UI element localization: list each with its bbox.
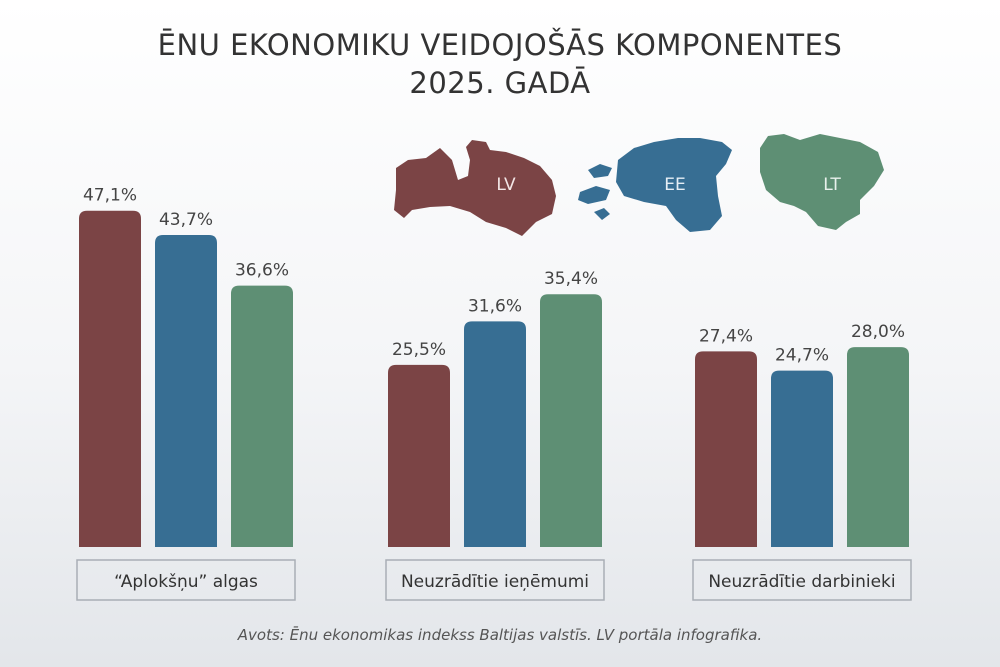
value-label-lt-2: 28,0%: [851, 322, 905, 342]
category-label-1: Neuzrādītie ieņēmumi: [401, 572, 589, 592]
map-lv: [394, 140, 556, 236]
bar-ee-0: [155, 234, 217, 547]
value-label-lv-2: 27,4%: [699, 326, 753, 346]
value-label-lt-1: 35,4%: [544, 269, 598, 289]
country-map-legend: LV EE LT: [394, 134, 884, 236]
legend-label-ee: EE: [664, 175, 685, 195]
bar-lv-0: [79, 210, 141, 547]
value-label-lv-0: 47,1%: [83, 186, 137, 206]
category-box-0: [76, 559, 296, 601]
value-label-ee-1: 31,6%: [468, 296, 522, 316]
bar-lt-2: [847, 347, 909, 547]
title-line-1: ĒNU EKONOMIKU VEIDOJOŠĀS KOMPONENTES: [157, 28, 843, 62]
legend-label-lv: LV: [496, 175, 516, 195]
value-label-ee-0: 43,7%: [159, 210, 213, 230]
chart-title: ĒNU EKONOMIKU VEIDOJOŠĀS KOMPONENTES 202…: [0, 26, 1000, 102]
bar-lv-2: [695, 351, 757, 547]
bar-lt-1: [540, 294, 602, 547]
value-label-lt-0: 36,6%: [235, 261, 289, 281]
value-label-ee-2: 24,7%: [775, 346, 829, 366]
legend-label-lt: LT: [823, 175, 841, 195]
bar-lv-1: [388, 364, 450, 547]
bar-ee-2: [771, 370, 833, 547]
source-note: Avots: Ēnu ekonomikas indekss Baltijas v…: [237, 626, 763, 644]
category-box-1: [385, 559, 605, 601]
bar-lt-0: [231, 285, 293, 547]
category-label-2: Neuzrādītie darbinieki: [708, 572, 895, 592]
map-lt: [760, 134, 884, 230]
category-label-0: “Aplokšņu” algas: [114, 572, 258, 592]
category-box-2: [692, 559, 912, 601]
map-ee: [578, 138, 732, 232]
bar-ee-1: [464, 321, 526, 547]
title-line-2: 2025. GADĀ: [409, 66, 591, 100]
value-label-lv-1: 25,5%: [392, 340, 446, 360]
